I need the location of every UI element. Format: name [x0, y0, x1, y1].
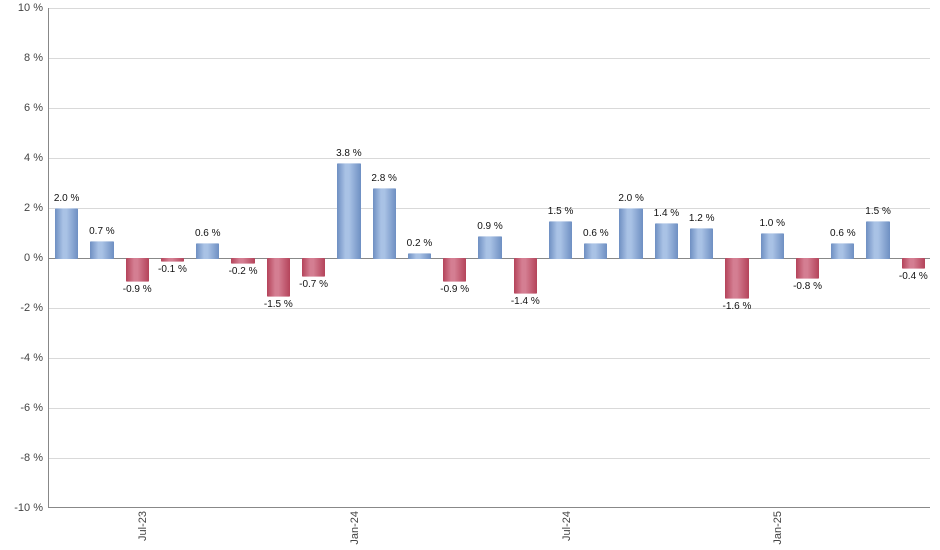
- bar-value-label: -0.7 %: [299, 279, 328, 290]
- bar-value-label: -0.1 %: [158, 264, 187, 275]
- plot-area: -10 %-8 %-6 %-4 %-2 %0 %2 %4 %6 %8 %10 %…: [48, 8, 930, 508]
- y-tick-label: 2 %: [24, 202, 49, 214]
- y-tick-label: -4 %: [20, 352, 49, 364]
- gridline: [49, 8, 930, 9]
- bar-value-label: 1.5 %: [865, 206, 891, 217]
- gridline: [49, 458, 930, 459]
- bar-value-label: 0.9 %: [477, 221, 503, 232]
- y-tick-label: -2 %: [20, 302, 49, 314]
- bar-value-label: 1.5 %: [548, 206, 574, 217]
- bar: [408, 253, 431, 259]
- bar: [90, 241, 113, 260]
- bar: [267, 258, 290, 297]
- bar-value-label: -0.2 %: [229, 266, 258, 277]
- bar: [690, 228, 713, 259]
- gridline: [49, 58, 930, 59]
- bar: [373, 188, 396, 259]
- x-tick-label: Jan-24: [349, 511, 361, 545]
- bar: [831, 243, 854, 259]
- bar-value-label: -0.8 %: [793, 281, 822, 292]
- percent-change-bar-chart: -10 % -8 % -6 % -4 % -2 % 0 % 2 % 4 % 6 % 8 % 10 %…: [0, 0, 940, 550]
- bar: [902, 258, 925, 269]
- y-tick-label: -8 %: [20, 452, 49, 464]
- bar: [725, 258, 748, 299]
- bar: [196, 243, 219, 259]
- gridline: [49, 158, 930, 159]
- y-tick-label: 4 %: [24, 152, 49, 164]
- bar: [619, 208, 642, 259]
- x-tick-label: Jul-23: [137, 511, 149, 541]
- y-tick-label: 6 %: [24, 102, 49, 114]
- bar: [584, 243, 607, 259]
- gridline: [49, 358, 930, 359]
- bar: [231, 258, 254, 264]
- bar-value-label: -0.9 %: [440, 284, 469, 295]
- bar-value-label: -0.9 %: [123, 284, 152, 295]
- bar: [55, 208, 78, 259]
- bar-value-label: 0.7 %: [89, 226, 115, 237]
- gridline: [49, 108, 930, 109]
- bar-value-label: 1.2 %: [689, 213, 715, 224]
- bar-value-label: -0.4 %: [899, 271, 928, 282]
- bar-value-label: 3.8 %: [336, 148, 362, 159]
- bar-value-label: 2.0 %: [618, 193, 644, 204]
- bar: [866, 221, 889, 260]
- gridline: [49, 208, 930, 209]
- bar-value-label: 0.6 %: [195, 228, 221, 239]
- bar-value-label: 2.8 %: [371, 173, 397, 184]
- bar: [478, 236, 501, 260]
- bar-value-label: -1.6 %: [723, 301, 752, 312]
- bar-value-label: 2.0 %: [54, 193, 80, 204]
- bar: [655, 223, 678, 259]
- bar-value-label: -1.5 %: [264, 299, 293, 310]
- bar: [443, 258, 466, 282]
- bar: [302, 258, 325, 277]
- y-tick-label: 0 %: [24, 252, 49, 264]
- bar: [514, 258, 537, 294]
- bar: [126, 258, 149, 282]
- bar-value-label: -1.4 %: [511, 296, 540, 307]
- bar-value-label: 1.4 %: [654, 208, 680, 219]
- gridline: [49, 308, 930, 309]
- y-tick-label: 10 %: [18, 2, 49, 14]
- x-tick-label: Jan-25: [772, 511, 784, 545]
- y-tick-label: -10 %: [14, 502, 49, 514]
- bar: [796, 258, 819, 279]
- bar-value-label: 0.6 %: [583, 228, 609, 239]
- gridline: [49, 408, 930, 409]
- bar-value-label: 0.2 %: [407, 238, 433, 249]
- y-tick-label: 8 %: [24, 52, 49, 64]
- bar-value-label: 0.6 %: [830, 228, 856, 239]
- bar: [549, 221, 572, 260]
- bar: [161, 258, 184, 262]
- bar-value-label: 1.0 %: [759, 218, 785, 229]
- x-tick-label: Jul-24: [561, 511, 573, 541]
- bar: [337, 163, 360, 259]
- y-tick-label: -6 %: [20, 402, 49, 414]
- bar: [761, 233, 784, 259]
